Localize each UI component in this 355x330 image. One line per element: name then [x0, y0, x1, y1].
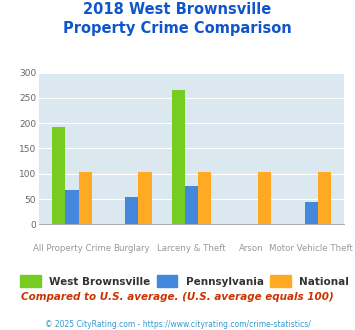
Bar — [185, 186, 198, 224]
Text: Larceny & Theft: Larceny & Theft — [157, 244, 226, 253]
Bar — [172, 90, 185, 224]
Legend: West Brownsville, Pennsylvania, National: West Brownsville, Pennsylvania, National — [20, 275, 349, 287]
Text: 2018 West Brownsville: 2018 West Brownsville — [83, 2, 272, 16]
Bar — [125, 197, 138, 224]
Text: Arson: Arson — [239, 244, 264, 253]
Bar — [138, 172, 152, 224]
Bar — [198, 172, 212, 224]
Text: Compared to U.S. average. (U.S. average equals 100): Compared to U.S. average. (U.S. average … — [21, 292, 334, 302]
Bar — [78, 172, 92, 224]
Bar — [65, 190, 78, 224]
Bar — [52, 127, 65, 224]
Bar — [305, 202, 318, 224]
Text: © 2025 CityRating.com - https://www.cityrating.com/crime-statistics/: © 2025 CityRating.com - https://www.city… — [45, 320, 310, 329]
Text: Property Crime Comparison: Property Crime Comparison — [63, 21, 292, 36]
Bar — [318, 172, 331, 224]
Bar — [258, 172, 271, 224]
Text: Burglary: Burglary — [114, 244, 150, 253]
Text: Motor Vehicle Theft: Motor Vehicle Theft — [269, 244, 353, 253]
Text: All Property Crime: All Property Crime — [33, 244, 111, 253]
